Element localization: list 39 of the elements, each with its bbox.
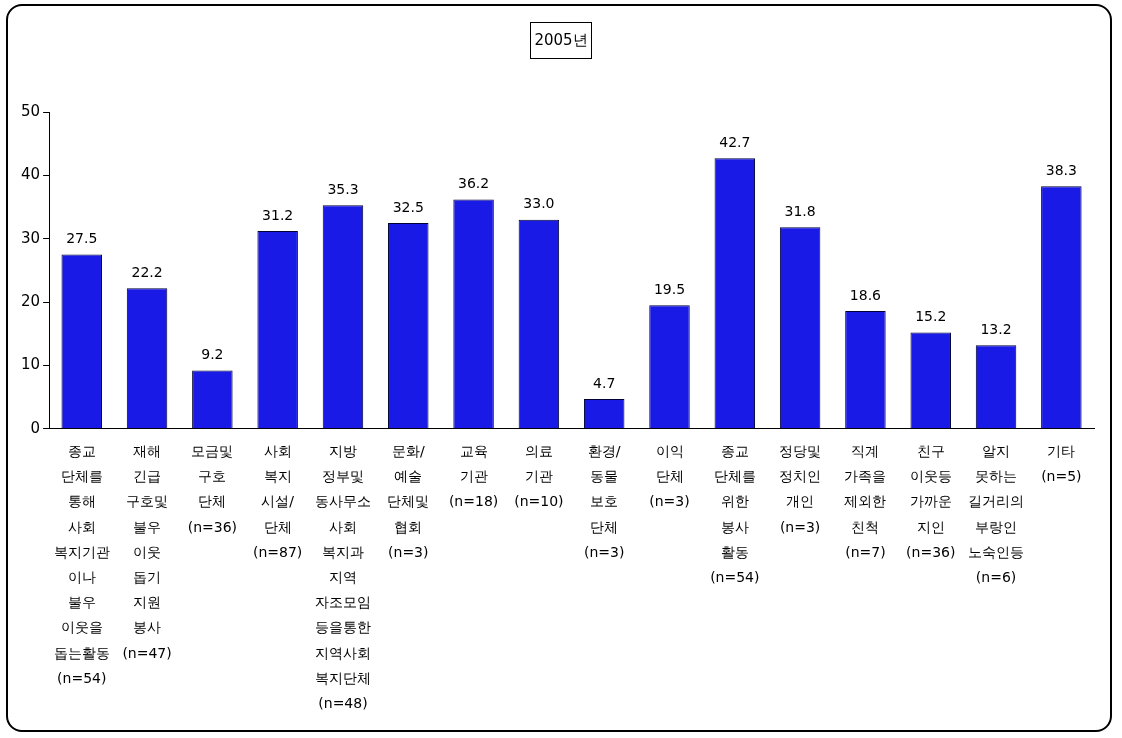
x-tick-label: 기타 (n=5) bbox=[1041, 443, 1082, 485]
y-tick-label: 20 bbox=[20, 291, 41, 310]
data-label: 18.6 bbox=[849, 286, 882, 303]
x-tick-label: 이익 단체 (n=3) bbox=[649, 443, 690, 510]
y-tick-label: 0 bbox=[30, 418, 41, 437]
data-label: 15.2 bbox=[915, 308, 947, 325]
data-label: 38.3 bbox=[1045, 161, 1077, 178]
x-tick-label: 환경/ 동물 보호 단체 (n=3) bbox=[583, 443, 625, 560]
data-label: 27.5 bbox=[66, 230, 98, 247]
x-tick-label: 모금및 구호 단체 (n=36) bbox=[187, 443, 238, 535]
data-label: 13.2 bbox=[980, 320, 1012, 337]
x-tick-label: 종교 단체를 위한 봉사 활동 (n=54) bbox=[710, 443, 760, 586]
category-label: 종교 단체를 통해 사회 복지기관 이나 불우 이웃을 돕는활동 (n=54) bbox=[53, 443, 110, 686]
data-label: 31.2 bbox=[262, 206, 294, 223]
data-label: 9.2 bbox=[201, 346, 224, 363]
y-tick-label: 40 bbox=[20, 165, 41, 184]
data-label: 33.0 bbox=[523, 195, 555, 212]
data-label: 22.2 bbox=[131, 263, 163, 280]
x-tick-label: 직계 가족을 제외한 친척 (n=7) bbox=[844, 443, 887, 560]
data-label: 32.5 bbox=[392, 198, 424, 215]
data-label: 42.7 bbox=[719, 133, 751, 150]
x-tick-label: 알지 못하는 길거리의 부랑인 노숙인등 (n=6) bbox=[968, 443, 1025, 586]
data-label: 35.3 bbox=[327, 180, 359, 197]
data-label: 4.7 bbox=[593, 374, 616, 391]
category-label: 지방 정부및 동사무소 사회 복지과 지역 자조모임 등을통한 지역사회 복지단체 (n=48) bbox=[314, 443, 371, 712]
y-tick-label: 30 bbox=[20, 228, 41, 247]
x-tick-label: 친구 이웃등 가까운 지인 (n=36) bbox=[906, 443, 956, 560]
data-label: 31.8 bbox=[784, 202, 816, 219]
x-tick-label: 정당및 정치인 개인 (n=3) bbox=[779, 443, 822, 535]
y-tick-label: 50 bbox=[20, 101, 41, 120]
category-label: 재해 긴급 구호및 불우 이웃 돕기 지원 봉사 (n=47) bbox=[122, 443, 172, 661]
y-tick-label: 10 bbox=[20, 355, 41, 374]
data-label: 36.2 bbox=[458, 175, 490, 192]
x-tick-label: 사회 복지 시설/ 단체 (n=87) bbox=[252, 443, 303, 560]
x-tick-label: 교육 기관 (n=18) bbox=[448, 443, 499, 510]
x-tick-label: 의료 기관 (n=10) bbox=[514, 443, 564, 510]
data-label: 19.5 bbox=[653, 280, 686, 297]
x-tick-label: 문화/ 예술 단체및 협회 (n=3) bbox=[387, 443, 430, 560]
chart-title: 2005년 bbox=[530, 22, 592, 59]
